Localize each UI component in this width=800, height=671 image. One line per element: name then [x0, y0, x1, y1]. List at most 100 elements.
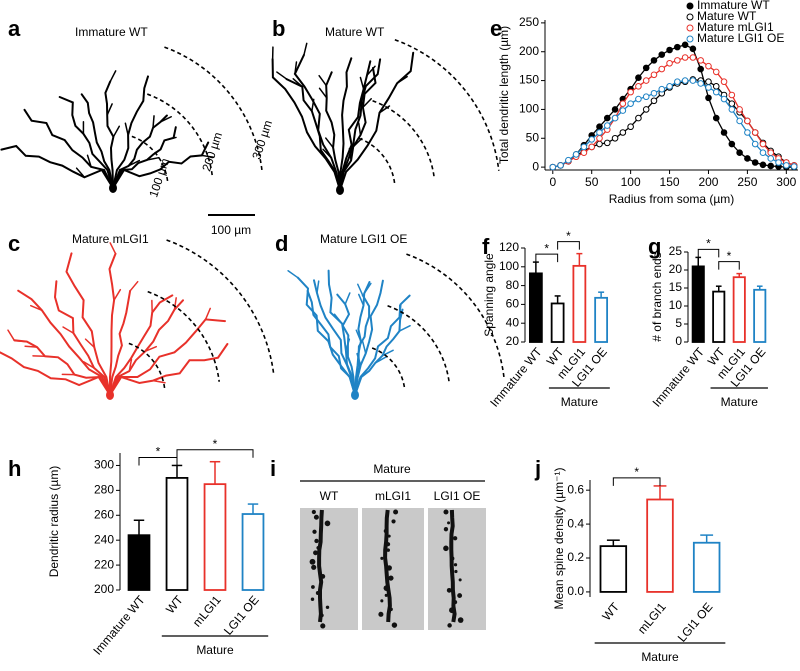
y-tick-label: 0 — [675, 334, 682, 348]
twig — [82, 361, 95, 369]
bar — [572, 264, 587, 343]
point — [767, 155, 775, 162]
significance-bracket — [557, 241, 580, 250]
radius-arc — [131, 135, 169, 182]
bar — [127, 534, 151, 591]
spine — [325, 605, 330, 610]
spine — [447, 521, 451, 525]
legend-marker — [686, 2, 694, 10]
point — [596, 129, 603, 136]
dendrite — [104, 80, 115, 189]
spine — [315, 591, 320, 596]
image-label: LGI1 OE — [434, 489, 481, 503]
y-tick-label: 50 — [526, 130, 540, 144]
twig — [109, 70, 117, 83]
dendrite — [354, 294, 411, 396]
dendrite — [449, 509, 457, 623]
bar — [732, 276, 746, 343]
radius-arc — [164, 46, 263, 171]
point — [603, 114, 611, 122]
point — [790, 163, 798, 170]
bar — [691, 265, 705, 343]
point — [767, 162, 775, 170]
y-axis-label: Dendritic radius (µm) — [47, 466, 61, 578]
y-axis-label: # of branch ends — [650, 252, 664, 341]
significance-bracket — [697, 248, 720, 258]
dendrite — [109, 289, 132, 396]
twig — [362, 341, 367, 355]
twig — [344, 292, 351, 305]
y-tick-label: 25 — [669, 244, 683, 258]
spine — [383, 585, 390, 591]
point — [689, 54, 697, 61]
y-tick-label: 240 — [94, 532, 114, 546]
spine — [446, 587, 452, 593]
point — [751, 159, 759, 166]
y-tick-label: 0.2 — [567, 550, 584, 564]
image-label: mLGI1 — [375, 489, 411, 503]
point — [549, 163, 557, 171]
twig — [173, 297, 177, 311]
point — [635, 74, 642, 81]
x-tick-label: 0 — [549, 175, 556, 189]
point — [627, 100, 634, 107]
spine — [386, 548, 390, 552]
y-tick-label: 200 — [94, 582, 114, 596]
panel-letter: b — [272, 16, 285, 41]
point — [744, 155, 751, 162]
y-tick-label: 80 — [506, 278, 520, 292]
point — [650, 71, 658, 79]
bar — [594, 296, 609, 343]
point — [689, 45, 697, 53]
dendrite — [383, 509, 392, 623]
dendrite — [0, 351, 111, 396]
twig — [287, 269, 299, 279]
point — [736, 149, 743, 156]
y-tick-label: 150 — [519, 73, 539, 87]
dendrite — [354, 279, 384, 396]
radius-arc — [371, 347, 406, 390]
spine — [457, 593, 463, 598]
spine — [449, 607, 455, 614]
point — [728, 140, 736, 148]
twig — [201, 154, 215, 158]
twig — [357, 283, 364, 296]
neuron — [0, 242, 229, 400]
x-axis-label: Radius from soma (µm) — [609, 192, 735, 206]
series-line — [552, 79, 795, 168]
dendrite — [293, 54, 341, 191]
twig — [129, 280, 139, 292]
point — [720, 78, 728, 86]
dendrite — [296, 276, 356, 396]
spine — [387, 534, 391, 538]
point — [689, 77, 697, 84]
point — [775, 159, 782, 166]
y-tick-label: 10 — [669, 298, 683, 312]
point — [744, 117, 751, 125]
soma — [106, 390, 114, 400]
spine — [313, 514, 319, 520]
panel-letter: h — [8, 456, 21, 481]
dendrite — [325, 71, 341, 191]
radius-arc — [372, 100, 436, 179]
dendrite — [0, 144, 114, 189]
point — [666, 59, 673, 67]
dendrite — [339, 57, 353, 191]
bar — [599, 545, 628, 593]
spine — [450, 556, 455, 561]
spine — [380, 556, 384, 560]
twig — [318, 74, 327, 87]
spine — [453, 600, 458, 605]
point — [674, 43, 681, 51]
point — [627, 88, 634, 96]
point — [596, 140, 603, 148]
point — [580, 143, 588, 151]
dendrite — [354, 308, 404, 396]
twig — [109, 242, 117, 255]
y-tick-label: 0.0 — [567, 584, 584, 598]
panel-letter: f — [482, 234, 490, 259]
significance-label: * — [727, 249, 732, 263]
bar — [712, 290, 726, 343]
dendrite — [109, 299, 184, 396]
twig — [276, 71, 288, 80]
